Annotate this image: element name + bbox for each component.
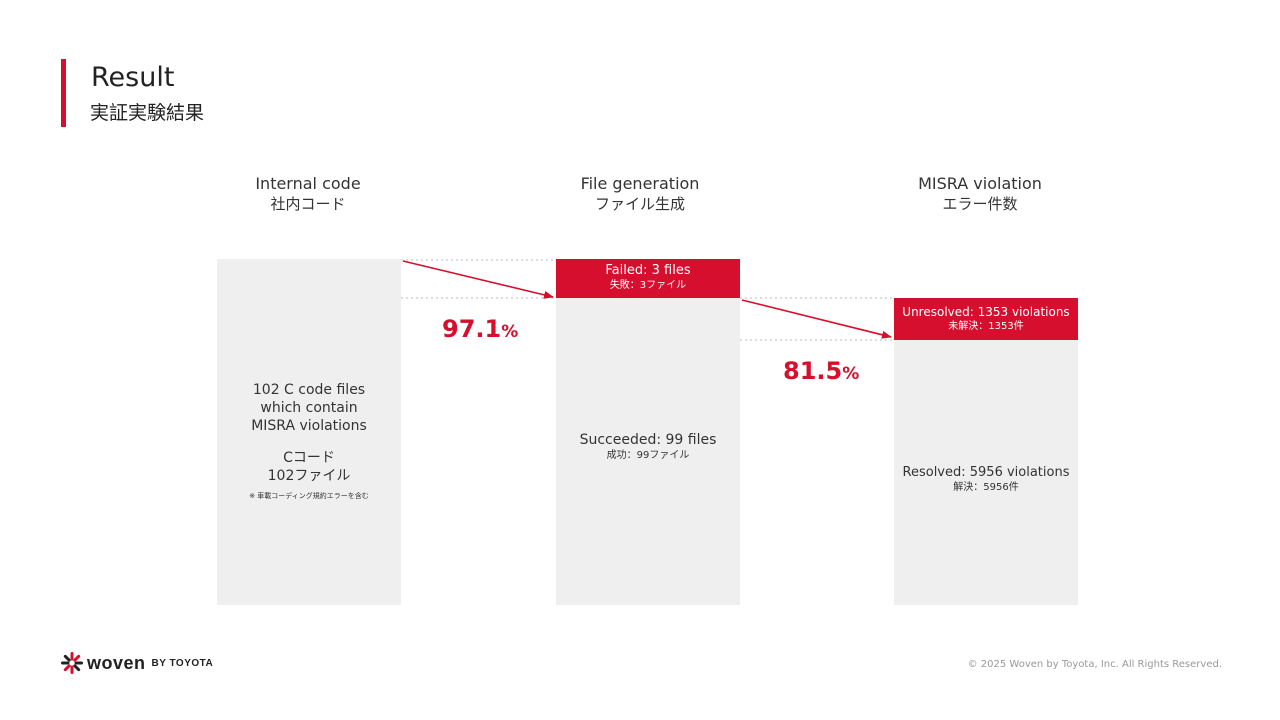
violation-rate-value: 81.5 (783, 357, 843, 385)
internal-ja-1: Cコード (283, 450, 335, 466)
violation-rate: 81.5% (783, 357, 859, 385)
unresolved-label-ja: 未解決：1353件 (948, 321, 1024, 332)
violation-rate-unit: % (842, 364, 860, 384)
page-title: Result (91, 62, 175, 93)
generation-rate: 97.1% (442, 315, 518, 343)
internal-line-1: 102 C code files (252, 382, 366, 398)
success-label: Succeeded: 99 files (579, 432, 717, 448)
internal-line-2: which contain (260, 400, 358, 416)
internal-ja-2: 102ファイル (267, 468, 351, 484)
violation-unresolved-box: Unresolved: 1353 violations 未解決：1353件 (894, 298, 1078, 340)
resolved-label-ja: 解決：5956件 (953, 482, 1019, 493)
success-label-ja: 成功：99ファイル (606, 450, 690, 461)
column-title-ja: 社内コード (270, 195, 346, 213)
failed-label-ja: 失敗：3ファイル (609, 280, 687, 291)
column-header-generation: File generation ファイル生成 (510, 174, 770, 214)
column-title-en: Internal code (255, 174, 361, 193)
generation-rate-value: 97.1 (442, 315, 502, 343)
column-title-ja: ファイル生成 (594, 195, 685, 213)
failed-label: Failed: 3 files (605, 263, 691, 278)
column-title-en: MISRA violation (918, 174, 1042, 193)
arrow-1 (402, 260, 554, 299)
page-subtitle: 実証実験結果 (90, 102, 205, 124)
logo-wordmark: woven (87, 652, 146, 673)
column-title-ja: エラー件数 (942, 195, 1018, 213)
generation-success-text: Succeeded: 99 files 成功：99ファイル (556, 432, 740, 462)
internal-code-description: 102 C code files which contain MISRA vio… (217, 381, 401, 501)
column-header-internal: Internal code 社内コード (178, 174, 438, 214)
woven-logo: woven BY TOYOTA (61, 652, 213, 674)
woven-mark-icon (61, 652, 83, 674)
generation-failed-box: Failed: 3 files 失敗：3ファイル (556, 259, 740, 298)
internal-code-panel (217, 259, 401, 605)
copyright: © 2025 Woven by Toyota, Inc. All Rights … (967, 659, 1222, 670)
violation-resolved-panel (894, 340, 1078, 605)
column-header-violation: MISRA violation エラー件数 (850, 174, 1110, 214)
logo-sub: BY TOYOTA (151, 657, 214, 669)
internal-note: ※ 車載コーディング規約エラーを含む (249, 492, 369, 500)
internal-line-3: MISRA violations (251, 418, 367, 434)
resolved-label: Resolved: 5956 violations (902, 465, 1070, 480)
column-title-en: File generation (580, 174, 700, 193)
unresolved-label: Unresolved: 1353 violations (902, 305, 1070, 319)
title-accent-bar (61, 59, 66, 127)
generation-success-panel (556, 298, 740, 605)
arrow-2 (741, 299, 892, 339)
violation-resolved-text: Resolved: 5956 violations 解決：5956件 (894, 464, 1078, 494)
generation-rate-unit: % (501, 322, 519, 342)
